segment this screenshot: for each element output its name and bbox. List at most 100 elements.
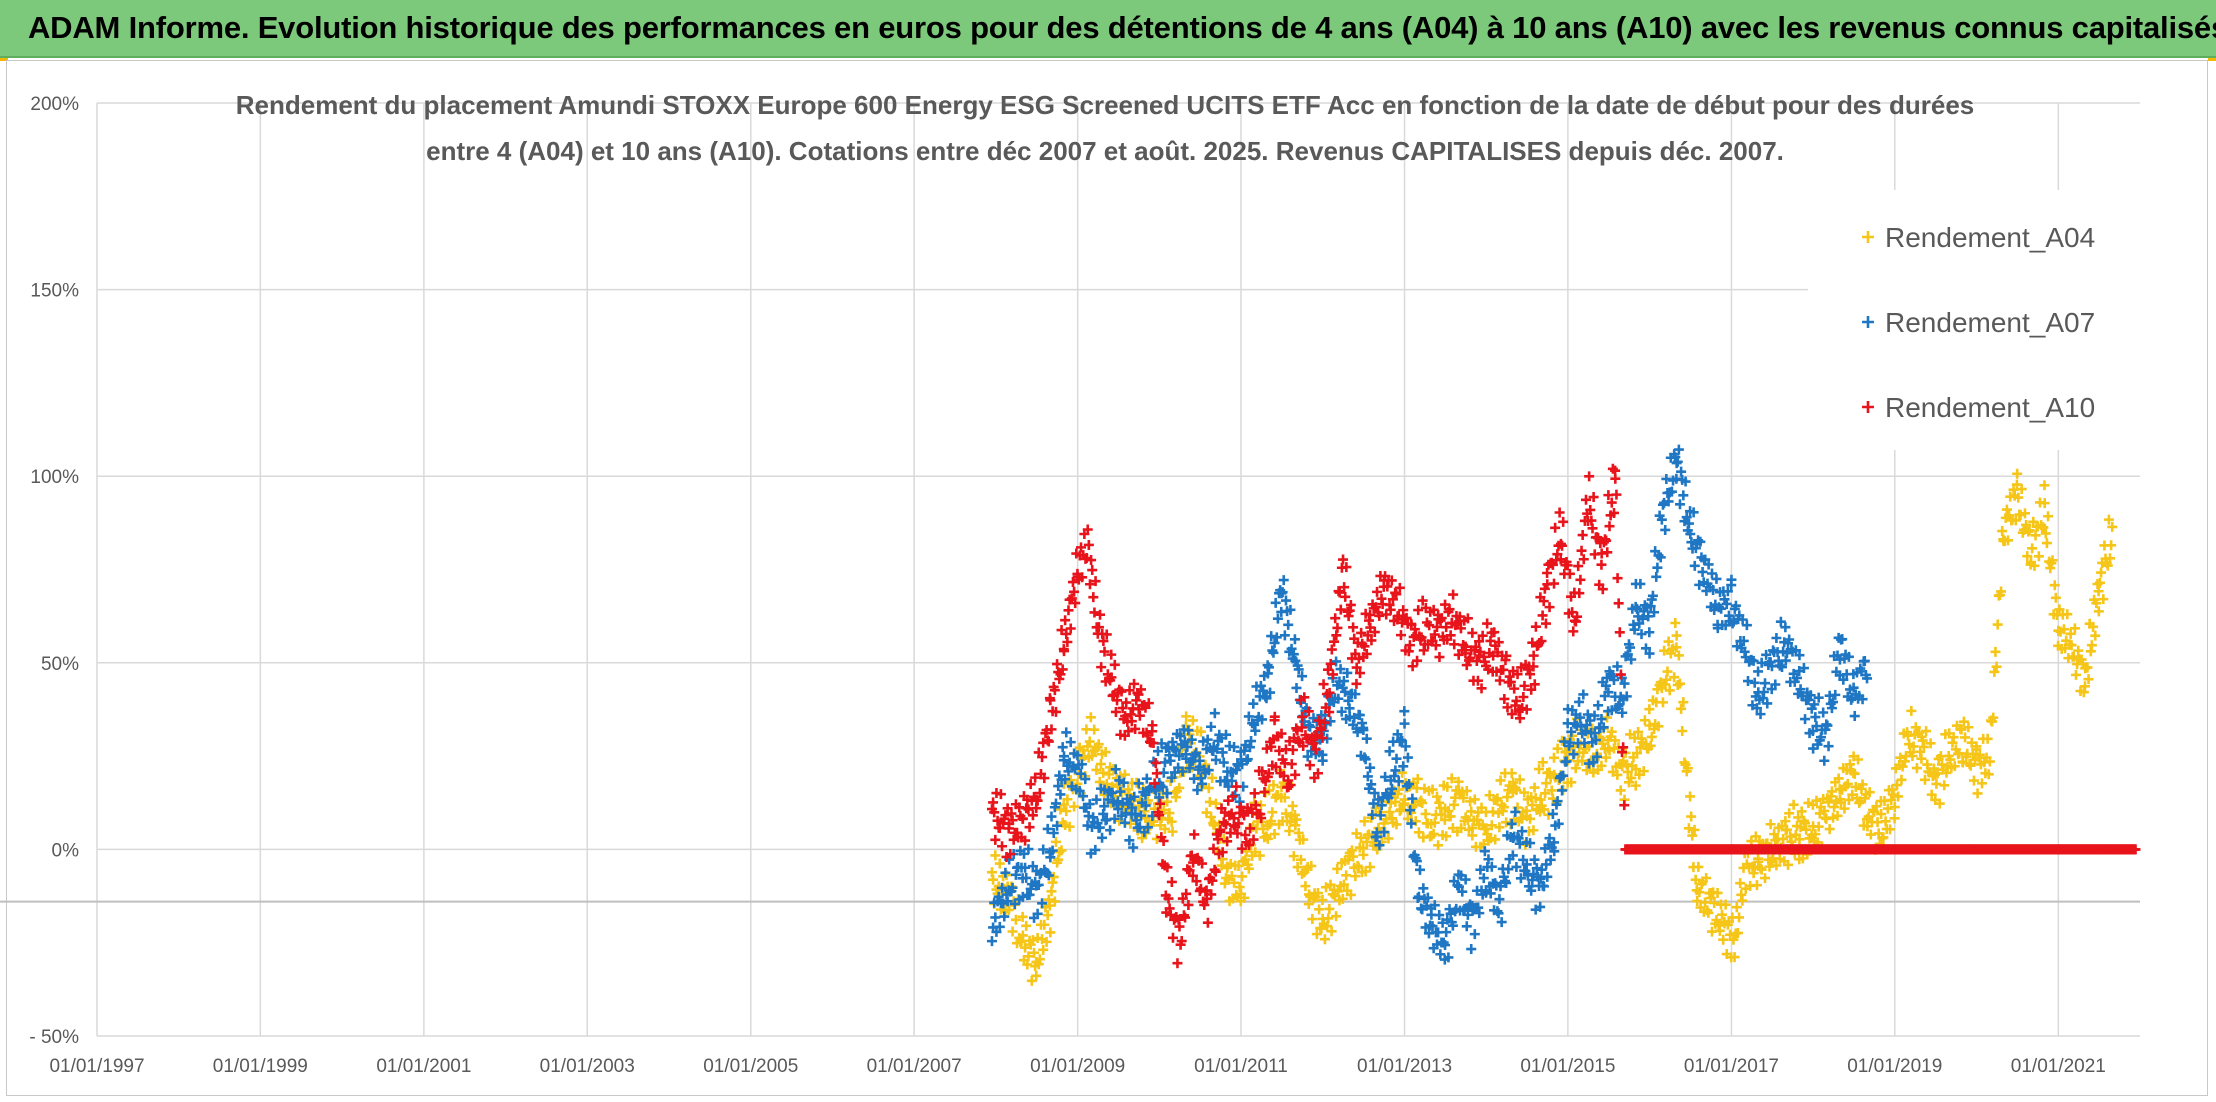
data-point [1461, 921, 1472, 932]
data-point [1189, 829, 1200, 840]
data-point [1308, 738, 1319, 749]
data-point [1141, 773, 1152, 784]
page-title: ADAM Informe. Evolution historique des p… [28, 10, 2216, 45]
data-point [1149, 778, 1160, 789]
data-point [1061, 806, 1072, 817]
data-point [1482, 618, 1493, 629]
data-point [1298, 834, 1309, 845]
data-point [1983, 769, 1994, 780]
data-point [1088, 592, 1099, 603]
data-point [1453, 776, 1464, 787]
data-point [1177, 766, 1188, 777]
data-point [1268, 780, 1279, 791]
data-point [989, 807, 1000, 818]
data-point [1878, 832, 1889, 843]
data-point [1297, 671, 1308, 682]
data-point [1155, 798, 1166, 809]
data-point [1166, 772, 1177, 783]
data-point [1716, 603, 1727, 614]
data-point [1506, 768, 1517, 779]
data-point [1210, 798, 1221, 809]
data-point [1369, 627, 1380, 638]
data-point [1619, 678, 1630, 689]
data-point [1031, 803, 1042, 814]
data-point [1297, 711, 1308, 722]
data-point [999, 911, 1010, 922]
data-point [1078, 791, 1089, 802]
data-point [1445, 630, 1456, 641]
data-point [1832, 810, 1843, 821]
data-point [1871, 801, 1882, 812]
data-point [1387, 594, 1398, 605]
data-point [1286, 759, 1297, 770]
data-point [1448, 589, 1459, 600]
data-point [1653, 721, 1664, 732]
data-point [1729, 952, 1740, 963]
data-point [1597, 738, 1608, 749]
data-point [1060, 774, 1071, 785]
data-point [1996, 586, 2007, 597]
data-point [1542, 871, 1553, 882]
data-point [1285, 604, 1296, 615]
data-point [1369, 788, 1380, 799]
data-point [1470, 641, 1481, 652]
data-point [1202, 734, 1213, 745]
data-point [1537, 757, 1548, 768]
data-point [1671, 642, 1682, 653]
data-point [1734, 912, 1745, 923]
data-point [1154, 810, 1165, 821]
data-point [1751, 703, 1762, 714]
data-point [1738, 635, 1749, 646]
data-point [1672, 456, 1683, 467]
data-point [1384, 807, 1395, 818]
data-point [1055, 789, 1066, 800]
data-point [1269, 637, 1280, 648]
data-point [1142, 822, 1153, 833]
data-point [1534, 764, 1545, 775]
data-point [1394, 582, 1405, 593]
data-point [1673, 444, 1684, 455]
data-point [1325, 879, 1336, 890]
data-point [1601, 535, 1612, 546]
data-point [1493, 637, 1504, 648]
data-point [1210, 754, 1221, 765]
data-point [1688, 507, 1699, 518]
data-point [1217, 747, 1228, 758]
data-point [1030, 772, 1041, 783]
data-point [2079, 681, 2090, 692]
data-point [1287, 744, 1298, 755]
data-point [1417, 798, 1428, 809]
data-point [1590, 735, 1601, 746]
data-point [1780, 622, 1791, 633]
x-tick-label: 01/01/2001 [376, 1056, 471, 1077]
data-point [1692, 896, 1703, 907]
data-point [2106, 540, 2117, 551]
data-point [1304, 760, 1315, 771]
data-point [1165, 755, 1176, 766]
data-point [1106, 672, 1117, 683]
data-point [1183, 899, 1194, 910]
data-point [1526, 684, 1537, 695]
data-point [1312, 888, 1323, 899]
data-point [1355, 668, 1366, 679]
data-point [1121, 697, 1132, 708]
data-point [991, 926, 1002, 937]
data-point [1247, 718, 1258, 729]
series-Rendement_A10 [986, 463, 2141, 969]
data-point [1191, 876, 1202, 887]
data-point [1680, 476, 1691, 487]
data-point [1549, 752, 1560, 763]
data-point [1629, 624, 1640, 635]
data-point [1356, 627, 1367, 638]
data-point [1452, 617, 1463, 628]
data-point [1250, 725, 1261, 736]
data-point [2021, 519, 2032, 530]
data-point [1338, 879, 1349, 890]
data-point [1621, 691, 1632, 702]
data-point [1218, 757, 1229, 768]
data-point [1528, 661, 1539, 672]
data-point [1529, 782, 1540, 793]
x-tick-label: 01/01/2003 [540, 1056, 635, 1077]
data-point [1050, 706, 1061, 717]
data-point [1521, 859, 1532, 870]
